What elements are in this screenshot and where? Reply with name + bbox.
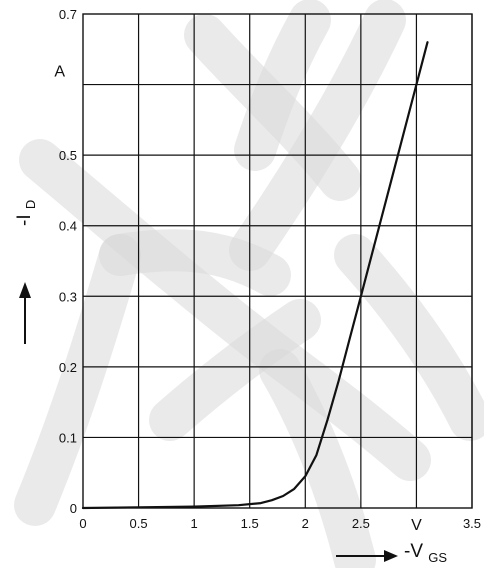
y-tick-label: 0 (70, 501, 77, 516)
x-tick-label: 0 (79, 516, 86, 531)
watermark-logo (14, 0, 484, 568)
y-unit-label: A (54, 64, 65, 81)
x-axis-title-text: -V (404, 541, 423, 562)
y-tick-label: 0.5 (59, 148, 77, 163)
x-axis-title-subscript: GS (428, 550, 447, 565)
series-line-drain-current (81, 41, 429, 510)
x-tick-labels: 0 0.5 1 1.5 2 2.5 3.5 (79, 516, 481, 531)
y-tick-labels: 0 0.1 0.2 0.3 0.4 0.5 0.7 (59, 7, 77, 516)
x-tick-label: 3.5 (463, 516, 481, 531)
y-axis-title: -I D (14, 200, 38, 344)
plot-frame (82, 13, 473, 509)
x-axis-title: -V GS (336, 541, 447, 565)
y-tick-label: 0.1 (59, 430, 77, 445)
y-axis-title-subscript: D (23, 200, 38, 209)
x-unit-label: V (411, 517, 422, 534)
x-tick-label: 2.5 (352, 516, 370, 531)
x-tick-label: 2 (302, 516, 309, 531)
x-tick-label: 1 (191, 516, 198, 531)
grid (83, 14, 473, 508)
x-tick-label: 0.5 (130, 516, 148, 531)
svg-text:-V GS: -V GS (404, 541, 447, 565)
x-tick-label: 1.5 (241, 516, 259, 531)
svg-text:-I D: -I D (14, 200, 38, 226)
y-tick-label: 0.2 (59, 360, 77, 375)
y-tick-label: 0.7 (59, 7, 77, 22)
y-axis-title-text: -I (14, 214, 35, 226)
y-tick-label: 0.3 (59, 289, 77, 304)
y-tick-label: 0.4 (59, 219, 77, 234)
